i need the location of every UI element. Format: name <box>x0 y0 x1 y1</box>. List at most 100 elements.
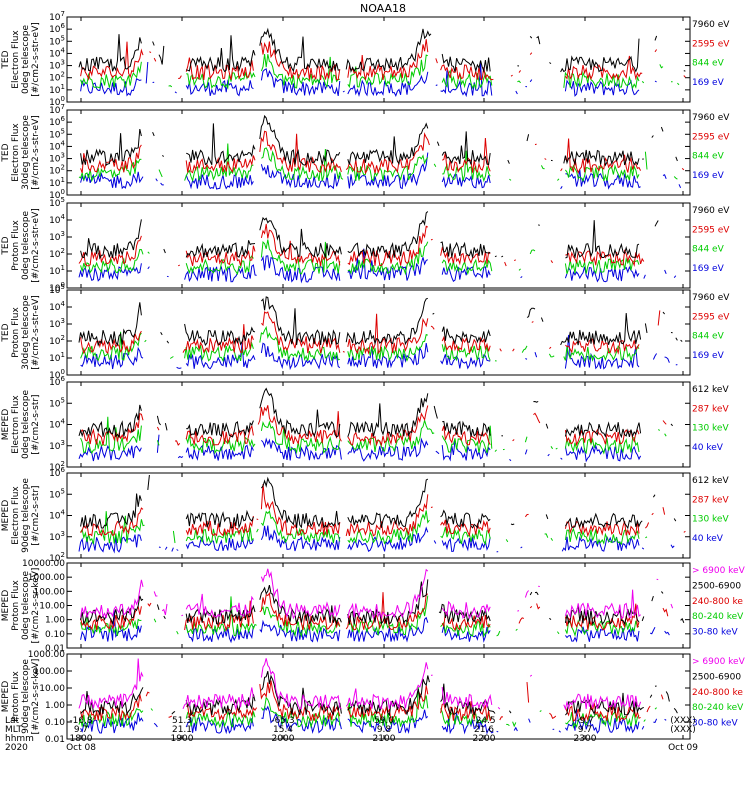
y-axis-label: 0deg telescope <box>21 571 31 641</box>
panel-3: 100 101 102 103 104 105 TED Proton Flux 0deg tel… <box>1 196 730 294</box>
legend-entry: 612 keV <box>692 385 729 395</box>
y-tick-label: 102 <box>49 71 65 84</box>
legend-entry: 30-80 keV <box>692 628 738 638</box>
legend-entry: 80-240 keV <box>692 703 744 713</box>
y-axis-label: 0deg telescope <box>21 211 31 281</box>
y-tick-label: 103 <box>49 230 65 243</box>
y-tick-label: 104 <box>49 509 65 522</box>
y-axis-label: Proton Flux <box>11 220 21 271</box>
x-tick-label: 2200 <box>473 734 496 744</box>
y-tick-label: 104 <box>49 46 65 59</box>
series-trace <box>81 240 670 274</box>
y-axis-label: Proton Flux <box>11 307 21 358</box>
legend-entry: 2595 eV <box>692 312 730 322</box>
legend-entry: 169 eV <box>692 171 725 181</box>
series-trace <box>81 475 683 528</box>
series-trace <box>78 296 683 347</box>
series-trace <box>81 212 683 259</box>
y-tick-label: 10000.00 <box>22 559 65 569</box>
x-tick-label: Oct 08 <box>66 743 96 753</box>
y-axis-label: [#/cm2-s-str-eV] <box>31 22 41 97</box>
y-tick-label: 101 <box>49 264 65 277</box>
legend-entry: 2595 eV <box>692 225 730 235</box>
y-axis-label: [#/cm2-s-str] <box>31 394 41 454</box>
y-tick-label: 101 <box>49 83 65 96</box>
series-trace <box>81 116 684 165</box>
traces <box>79 475 685 552</box>
legend-entry: 240-800 ke <box>692 597 743 607</box>
y-axis-label: Proton Flux <box>11 671 21 722</box>
traces <box>81 569 684 642</box>
x-tick-label: (XXX) <box>670 725 696 735</box>
y-tick-label: 0.10 <box>45 630 65 640</box>
y-axis-label: Electron Flux <box>11 486 21 545</box>
y-axis-label: 0deg telescope <box>21 25 31 95</box>
y-tick-label: 105 <box>49 396 65 409</box>
y-tick-label: 105 <box>49 34 65 47</box>
y-tick-label: 106 <box>49 22 65 35</box>
x-axis-row-label: Lat <box>5 716 20 726</box>
x-axis-row-label: hhmm <box>5 734 34 744</box>
y-tick-label: 103 <box>49 152 65 165</box>
legend-entry: 844 eV <box>692 152 725 162</box>
series-trace <box>78 387 673 439</box>
y-axis-label: [#/cm2-s-str-eV] <box>31 115 41 190</box>
y-axis-label: [#/cm2-s-sr-keV] <box>31 568 41 644</box>
y-tick-label: 0.10 <box>45 718 65 728</box>
x-tick-label: -65.3 <box>271 716 294 726</box>
y-axis-label: TED <box>1 143 11 162</box>
y-tick-label: 1.00 <box>45 616 65 626</box>
y-tick-label: 105 <box>49 196 65 209</box>
legend-entry: 240-800 ke <box>692 688 743 698</box>
y-tick-label: 100 <box>49 188 65 201</box>
series-trace <box>80 39 686 81</box>
y-tick-label: 104 <box>49 213 65 226</box>
panel-5: 102 103 104 105 106 MEPED Electron Flux 0deg te… <box>1 375 729 473</box>
y-tick-label: 10.00 <box>39 602 65 612</box>
y-axis-label: 30deg telescope <box>21 115 31 190</box>
y-axis-label: Electron Flux <box>11 123 21 182</box>
legend-entry: 844 eV <box>692 332 725 342</box>
legend-entry: > 6900 keV <box>692 566 746 576</box>
traces <box>79 116 685 189</box>
x-tick-label: Oct 09 <box>668 743 698 753</box>
x-tick-label: 1800 <box>70 734 93 744</box>
y-tick-label: 102 <box>49 334 65 347</box>
panel-8: 0.01 0.10 1.00 10.00 100.00 1000.00 MEPED Proto… <box>1 650 746 745</box>
x-tick-label: 2300 <box>574 734 597 744</box>
legend-entry: 169 eV <box>692 351 725 361</box>
x-tick-label: 59.0 <box>374 716 394 726</box>
y-axis-label: [#/cm2-s-str-eV] <box>31 295 41 370</box>
y-tick-label: 102 <box>49 164 65 177</box>
y-tick-label: 103 <box>49 530 65 543</box>
y-tick-label: 105 <box>49 487 65 500</box>
legend-entry: 30-80 keV <box>692 719 738 729</box>
y-tick-label: 1000.00 <box>28 573 65 583</box>
y-tick-label: 106 <box>49 466 65 479</box>
x-tick-label: 2000 <box>272 734 295 744</box>
legend-entry: 40 keV <box>692 443 724 453</box>
series-trace <box>81 511 686 545</box>
traces <box>78 387 684 461</box>
y-tick-label: 105 <box>49 283 65 296</box>
x-axis-row-label: 2020 <box>5 743 28 753</box>
y-tick-label: 107 <box>49 10 65 23</box>
y-tick-label: 107 <box>49 103 65 116</box>
legend-entry: 287 keV <box>692 495 729 505</box>
y-tick-label: 105 <box>49 127 65 140</box>
y-tick-label: 1000.00 <box>28 650 65 660</box>
y-tick-label: 0.01 <box>45 644 65 654</box>
legend-entry: 2595 eV <box>692 132 730 142</box>
x-tick-label: 9.7 <box>74 725 88 735</box>
y-tick-label: 102 <box>49 551 65 564</box>
y-axis-label: 30deg telescope <box>21 295 31 370</box>
series-trace <box>80 54 680 90</box>
series-trace <box>81 417 684 453</box>
legend-entry: 169 eV <box>692 264 725 274</box>
panel-frame <box>66 202 691 289</box>
y-tick-label: 102 <box>49 460 65 473</box>
y-tick-label: 101 <box>49 351 65 364</box>
y-tick-label: 103 <box>49 317 65 330</box>
y-tick-label: 1.00 <box>45 701 65 711</box>
